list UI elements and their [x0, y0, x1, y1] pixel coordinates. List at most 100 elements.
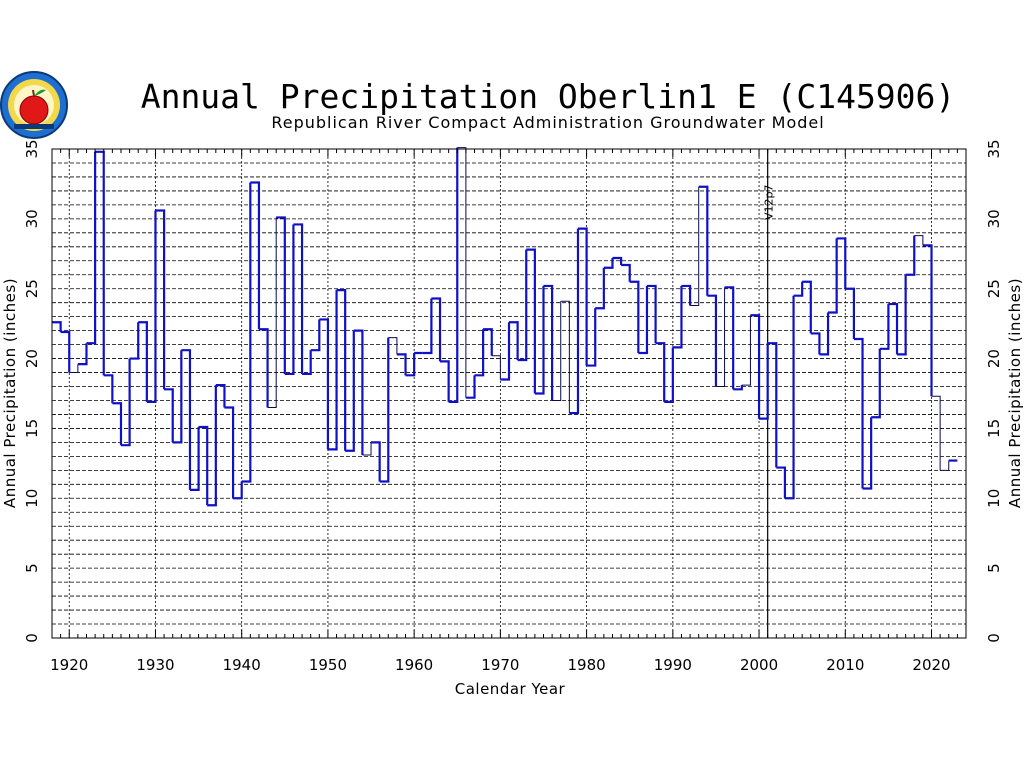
year-step-1965 [457, 147, 467, 398]
year-step-1986 [638, 285, 649, 355]
year-step-1974 [534, 285, 545, 395]
year-step-2006 [810, 332, 821, 355]
year-step-1919 [60, 330, 71, 373]
y-tick-label-left: 15 [23, 419, 41, 438]
y-tick-label-left: 10 [23, 489, 41, 508]
year-step-1973 [526, 248, 536, 394]
year-step-1932 [172, 350, 183, 444]
y-tick-label-right: 25 [985, 279, 1003, 298]
year-step-2019 [922, 244, 933, 397]
year-step-1950 [327, 290, 338, 451]
year-step-1934 [189, 427, 200, 492]
year-step-1967 [474, 329, 485, 377]
year-step-1925 [112, 402, 123, 446]
year-step-1942 [258, 328, 269, 408]
year-step-2014 [879, 304, 890, 350]
year-step-1945 [284, 224, 295, 376]
year-step-1941 [250, 181, 261, 330]
y-tick-label-left: 35 [23, 139, 41, 158]
year-step-2002 [776, 466, 787, 499]
year-step-1953 [353, 329, 364, 455]
year-step-2016 [897, 274, 907, 356]
year-step-2000 [759, 343, 769, 420]
year-step-2012 [862, 417, 873, 490]
year-step-1993 [698, 185, 709, 296]
annotation-label: V12p7 [763, 184, 776, 220]
year-step-2010 [845, 287, 856, 340]
year-step-1958 [396, 353, 407, 376]
y-tick-label-right: 5 [985, 563, 1003, 573]
year-step-1927 [129, 322, 140, 360]
year-step-1924 [103, 374, 114, 404]
x-axis-label: Calendar Year [455, 680, 566, 698]
year-step-1979 [577, 227, 588, 366]
year-step-1947 [302, 350, 312, 376]
year-step-2013 [871, 348, 881, 419]
year-step-1939 [233, 481, 243, 500]
year-step-1994 [707, 294, 718, 387]
year-step-1952 [345, 330, 355, 452]
y-tick-label-right: 0 [985, 633, 1003, 643]
year-step-1999 [750, 314, 761, 419]
year-step-1968 [483, 328, 493, 356]
year-step-1981 [595, 267, 605, 310]
year-step-1935 [198, 425, 209, 506]
x-tick-label: 1950 [309, 656, 347, 674]
year-step-1944 [276, 216, 286, 374]
year-step-1930 [155, 209, 166, 390]
year-step-1962 [431, 297, 442, 362]
year-step-1976 [552, 301, 562, 401]
year-step-1995 [715, 287, 726, 388]
year-step-1990 [672, 285, 683, 349]
chart-subtitle: Republican River Compact Administration … [271, 113, 824, 132]
x-tick-label: 2000 [740, 656, 778, 674]
y-tick-label-right: 15 [985, 419, 1003, 438]
year-step-1946 [293, 223, 304, 374]
x-tick-label: 1960 [395, 656, 433, 674]
year-step-2004 [793, 281, 804, 297]
rrca-seal-logo [0, 71, 68, 139]
gridlines [52, 148, 966, 638]
year-step-1966 [465, 375, 476, 399]
x-tick-label: 2020 [912, 656, 950, 674]
year-step-1964 [448, 147, 459, 403]
year-step-1998 [741, 315, 751, 386]
year-step-1955 [371, 441, 381, 482]
year-step-1977 [560, 300, 570, 414]
year-step-1920 [69, 364, 79, 374]
y-axis-label-right: Annual Precipitation (inches) [1006, 278, 1024, 508]
year-step-1996 [724, 286, 735, 390]
year-step-1983 [612, 256, 623, 265]
precipitation-series [52, 147, 958, 507]
year-step-1982 [603, 257, 614, 269]
year-step-1929 [146, 210, 157, 403]
year-step-1989 [664, 347, 674, 403]
year-step-1969 [491, 355, 501, 380]
year-step-1943 [267, 217, 277, 408]
year-step-1951 [336, 289, 347, 451]
year-step-2017 [905, 235, 916, 276]
year-step-2018 [914, 235, 924, 246]
x-tick-labels: 1920 1930 1940 1950 1960 1970 1980 1990 2000 2010… [50, 149, 967, 674]
year-step-1956 [379, 337, 390, 483]
y-tick-labels-left: 0 5 10 15 20 25 30 35 [23, 139, 41, 642]
x-tick-label: 1980 [568, 656, 606, 674]
year-step-1940 [241, 182, 252, 483]
year-step-1938 [224, 406, 235, 499]
year-step-1975 [543, 284, 554, 401]
y-tick-label-left: 5 [23, 563, 41, 573]
x-tick-label: 1930 [136, 656, 174, 674]
y-tick-label-left: 30 [23, 209, 41, 228]
year-step-1928 [138, 321, 148, 402]
year-step-1972 [517, 249, 528, 362]
year-step-1985 [629, 280, 640, 353]
year-step-1923 [95, 150, 105, 376]
year-step-2020 [931, 395, 941, 471]
y-tick-label-right: 10 [985, 489, 1003, 508]
year-step-1984 [621, 263, 631, 282]
year-step-1936 [207, 385, 217, 507]
year-step-1954 [362, 442, 372, 456]
year-step-1978 [569, 228, 580, 415]
year-step-1959 [405, 352, 416, 377]
